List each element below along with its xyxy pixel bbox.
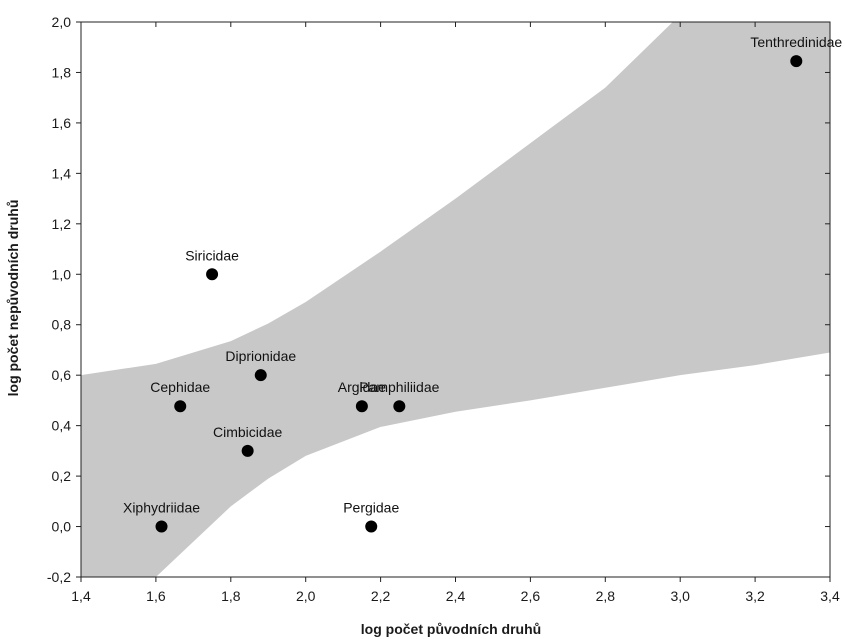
data-point <box>355 400 368 413</box>
point-label: Xiphydriidae <box>123 500 200 516</box>
x-tick-label: 2,6 <box>521 588 541 604</box>
y-axis-title: log počet nepůvodních druhů <box>5 200 21 397</box>
y-tick-label: 1,6 <box>52 115 72 131</box>
y-tick-label: 0,6 <box>52 367 72 383</box>
point-label: Cephidae <box>150 379 210 395</box>
x-tick-label: 2,4 <box>446 588 466 604</box>
x-tick-label: 2,8 <box>596 588 616 604</box>
data-point <box>254 369 267 382</box>
data-point <box>393 400 406 413</box>
x-axis-title: log počet původních druhů <box>361 621 541 637</box>
x-tick-label: 1,4 <box>71 588 91 604</box>
data-point <box>790 55 803 68</box>
point-label: Argidae <box>338 379 386 395</box>
y-tick-label: 1,4 <box>52 165 72 181</box>
confidence-band <box>81 22 830 577</box>
x-tick-label: 3,4 <box>820 588 840 604</box>
y-tick-label: -0,2 <box>47 569 71 585</box>
y-tick-label: 1,2 <box>52 216 72 232</box>
data-point <box>206 268 219 281</box>
x-tick-label: 2,0 <box>296 588 316 604</box>
point-label: Pergidae <box>343 500 399 516</box>
y-tick-label: 0,2 <box>52 468 72 484</box>
x-tick-label: 1,6 <box>146 588 166 604</box>
point-label: Pamphiliidae <box>359 379 439 395</box>
data-point <box>155 520 168 533</box>
point-label: Siricidae <box>185 247 239 263</box>
x-tick-label: 2,2 <box>371 588 391 604</box>
data-point <box>365 520 378 533</box>
y-tick-label: 1,0 <box>52 266 72 282</box>
y-tick-label: 1,8 <box>52 64 72 80</box>
y-tick-label: 0,8 <box>52 317 72 333</box>
point-label: Cimbicidae <box>213 424 282 440</box>
data-point <box>174 400 187 413</box>
x-tick-label: 3,2 <box>745 588 765 604</box>
y-tick-label: 0,4 <box>52 418 72 434</box>
x-tick-label: 3,0 <box>670 588 690 604</box>
point-label: Diprionidae <box>225 348 296 364</box>
data-point <box>241 444 254 457</box>
y-tick-label: 0,0 <box>52 519 72 535</box>
x-tick-label: 1,8 <box>221 588 241 604</box>
y-tick-label: 2,0 <box>52 14 72 30</box>
point-label: Tenthredinidae <box>750 34 842 50</box>
